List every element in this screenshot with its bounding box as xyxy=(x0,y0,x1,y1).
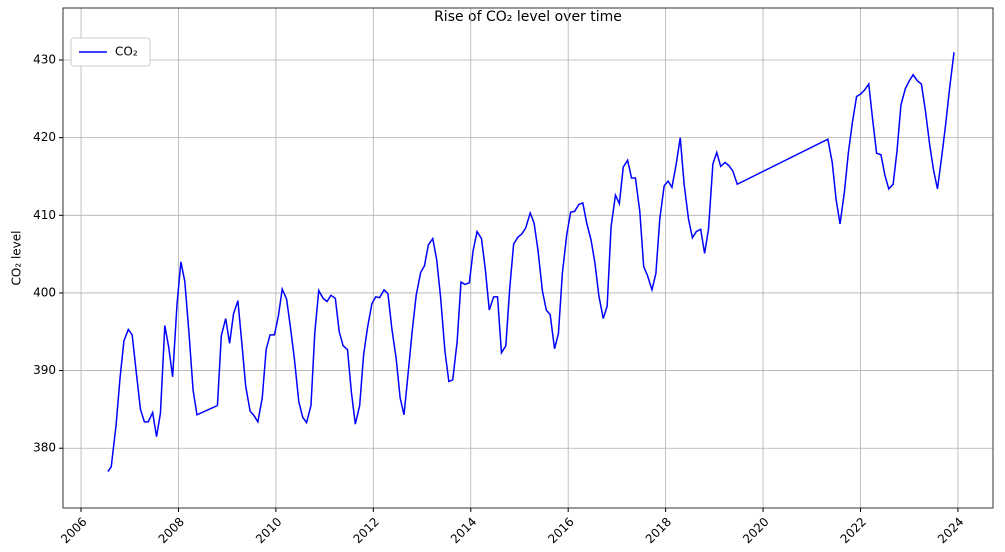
x-tick-label: 2018 xyxy=(643,515,674,546)
x-tick-label: 2008 xyxy=(156,515,187,546)
data-line xyxy=(107,52,955,472)
y-tick-label: 410 xyxy=(33,208,56,222)
legend-box xyxy=(70,37,151,67)
y-tick-label: 400 xyxy=(33,285,56,299)
legend-label: CO₂ xyxy=(115,45,138,59)
y-tick-label: 390 xyxy=(33,363,56,377)
x-tick-label: 2022 xyxy=(838,515,869,546)
x-tick-label: 2014 xyxy=(448,515,479,546)
x-tick-label: 2006 xyxy=(58,515,89,546)
y-tick-label: 420 xyxy=(33,130,56,144)
y-tick-label: 380 xyxy=(33,441,56,455)
x-tick-label: 2024 xyxy=(935,515,966,546)
x-tick-label: 2010 xyxy=(253,515,284,546)
x-tick-label: 2016 xyxy=(545,515,576,546)
plot-frame xyxy=(62,7,994,509)
y-axis-label: CO₂ level xyxy=(10,231,24,286)
y-tick-label: 430 xyxy=(33,53,56,67)
x-tick-label: 2012 xyxy=(350,515,381,546)
x-tick-label: 2020 xyxy=(740,515,771,546)
chart-title: Rise of CO₂ level over time xyxy=(434,9,622,25)
